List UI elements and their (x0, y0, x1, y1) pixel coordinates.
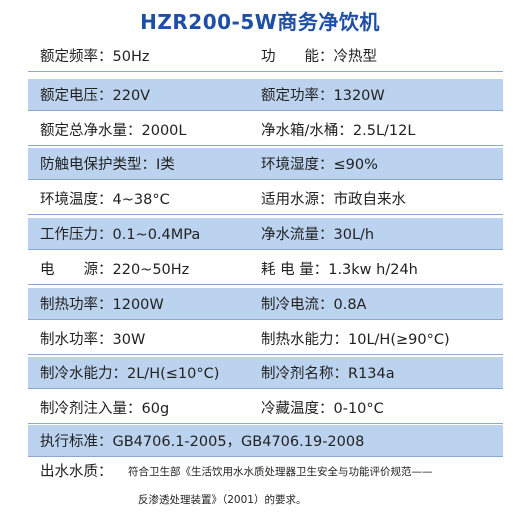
page-title: HZR200-5W商务净饮机 (140, 9, 380, 34)
spec-cell: 制冷剂名称：R134a (261, 366, 395, 382)
spec-row: 制冷剂注入量：60g 冷藏温度：0-10°C (28, 392, 503, 424)
spec-cell: 额定频率：50Hz (40, 49, 150, 65)
note-text-line2: 反渗透处理装置》（2001）的要求。 (138, 494, 307, 506)
spec-cell: 环境温度：4~38°C (40, 192, 170, 208)
note-label: 出水水质： (40, 464, 113, 480)
spec-row: 制冷水能力：2L/H(≤10°C) 制冷剂名称：R134a (28, 357, 503, 389)
spec-row: 环境温度：4~38°C 适用水源：市政自来水 (28, 183, 503, 215)
standard-row: 执行标准：GB4706.1-2005，GB4706.19-2008 (28, 425, 503, 457)
spec-cell: 制冷剂注入量：60g (40, 401, 170, 417)
spec-cell: 额定电压：220V (40, 88, 151, 104)
spec-cell: 冷藏温度：0-10°C (261, 401, 384, 417)
spec-cell: 制热水能力：10L/H(≥90°C) (261, 332, 450, 348)
spec-cell: 制冷水能力：2L/H(≤10°C) (40, 366, 220, 382)
spec-row: 防触电保护类型：I类 环境湿度：≤90% (28, 148, 503, 180)
spec-row: 制水功率：30W 制热水能力：10L/H(≥90°C) (28, 323, 503, 355)
spec-cell: 制水功率：30W (40, 332, 146, 348)
note-text-line1: 符合卫生部《生活饮用水水质处理器卫生安全与功能评价规范—— (128, 466, 433, 478)
spec-cell: 净水流量：30L/h (261, 227, 375, 243)
spec-cell: 电 源：220~50Hz (40, 262, 190, 278)
spec-cell: 净水箱/水桶：2.5L/12L (261, 123, 416, 139)
spec-cell: 功 能：冷热型 (261, 49, 377, 65)
spec-cell: 制热功率：1200W (40, 297, 164, 313)
spec-row: 电 源：220~50Hz 耗 电 量：1.3kw h/24h (28, 253, 503, 285)
spec-row: 制热功率：1200W 制冷电流：0.8A (28, 288, 503, 320)
spec-cell: 耗 电 量：1.3kw h/24h (261, 262, 418, 278)
spec-cell: 工作压力：0.1~0.4MPa (40, 227, 201, 243)
spec-cell: 额定功率：1320W (261, 88, 385, 104)
spec-cell: 环境湿度：≤90% (261, 157, 378, 173)
spec-cell: 适用水源：市政自来水 (261, 192, 406, 208)
spec-row: 额定频率：50Hz 功 能：冷热型 (28, 40, 503, 72)
spec-row: 额定总净水量：2000L 净水箱/水桶：2.5L/12L (28, 114, 503, 146)
spec-row: 额定电压：220V 额定功率：1320W (28, 79, 503, 111)
spec-cell: 制冷电流：0.8A (261, 297, 367, 313)
spec-cell: 防触电保护类型：I类 (40, 157, 175, 173)
spec-cell: 额定总净水量：2000L (40, 123, 187, 139)
spec-row: 工作压力：0.1~0.4MPa 净水流量：30L/h (28, 218, 503, 250)
standard-text: 执行标准：GB4706.1-2005，GB4706.19-2008 (40, 434, 365, 450)
water-quality-note: 出水水质： 符合卫生部《生活饮用水水质处理器卫生安全与功能评价规范—— 反渗透处… (28, 452, 503, 516)
